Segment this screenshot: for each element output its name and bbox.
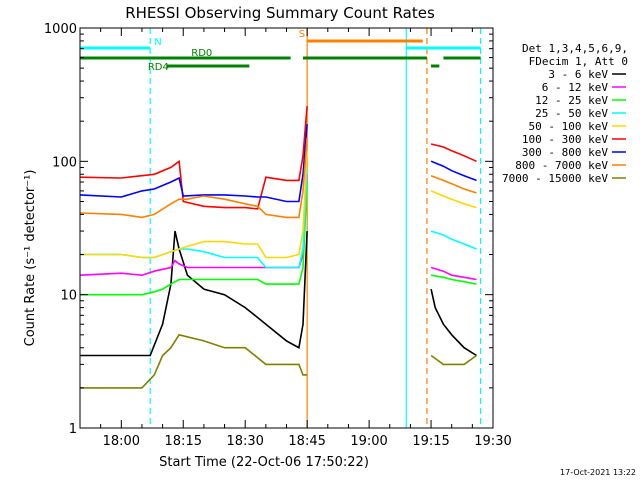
y-tick-label: 1 bbox=[69, 422, 77, 437]
series-lines bbox=[79, 105, 477, 389]
legend-entry-label: 7000 - 15000 keV bbox=[502, 172, 608, 185]
legend-entry-label: 6 - 12 keV bbox=[542, 81, 609, 94]
series-line bbox=[80, 181, 308, 296]
series-line bbox=[430, 230, 477, 250]
legend-entry-label: 100 - 300 keV bbox=[522, 133, 608, 146]
x-tick-label: 18:30 bbox=[226, 434, 263, 449]
legend: Det 1,3,4,5,6,9,FDecim 1, Att 03 - 6 keV… bbox=[502, 42, 628, 185]
y-tick-label: 100 bbox=[52, 155, 77, 170]
flag-label: S bbox=[299, 29, 305, 40]
series-line bbox=[80, 333, 308, 389]
flag-label: N bbox=[154, 37, 161, 48]
plot-area bbox=[149, 28, 482, 428]
legend-entry-label: 25 - 50 keV bbox=[535, 107, 608, 120]
series-line bbox=[80, 150, 308, 259]
series-line bbox=[430, 274, 477, 285]
series-line bbox=[80, 230, 308, 357]
axes: 1 10 100 1000 18:00 18:15 18:30 18:45 19:00 19:15… bbox=[44, 22, 512, 449]
x-tick-label: 18:00 bbox=[103, 434, 140, 449]
flag-label: RD4 bbox=[148, 62, 169, 73]
series-line bbox=[430, 266, 477, 281]
legend-entry-label: 50 - 100 keV bbox=[529, 120, 609, 133]
series-line bbox=[79, 137, 308, 219]
observing-flags: N RD0 RD4 S bbox=[80, 29, 481, 73]
series-line bbox=[430, 174, 477, 194]
series-line bbox=[430, 190, 477, 209]
legend-header: Det 1,3,4,5,6,9, bbox=[522, 42, 628, 55]
x-tick-label: 19:30 bbox=[474, 434, 511, 449]
legend-header: FDecim 1, Att 0 bbox=[529, 55, 628, 68]
legend-entry-label: 3 - 6 keV bbox=[548, 68, 608, 81]
y-axis-label: Count Rate (s⁻¹ detector⁻¹) bbox=[23, 170, 38, 347]
flag-label: RD0 bbox=[191, 48, 212, 59]
y-tick-label: 10 bbox=[60, 289, 77, 304]
x-tick-label: 18:15 bbox=[165, 434, 202, 449]
y-tick-label: 1000 bbox=[44, 22, 77, 37]
x-axis-label: Start Time (22-Oct-06 17:50:22) bbox=[159, 455, 369, 470]
legend-entry-label: 12 - 25 keV bbox=[535, 94, 608, 107]
series-line bbox=[430, 160, 477, 182]
series-line bbox=[79, 105, 308, 210]
legend-entry-label: 800 - 7000 keV bbox=[515, 159, 608, 172]
x-tick-label: 19:15 bbox=[412, 434, 449, 449]
x-tick-label: 18:45 bbox=[288, 434, 325, 449]
series-line bbox=[430, 288, 477, 357]
series-line bbox=[430, 354, 477, 366]
footer-stamp: 17-Oct-2021 13:22 bbox=[560, 468, 636, 477]
legend-entry-label: 300 - 800 keV bbox=[522, 146, 608, 159]
series-line bbox=[430, 143, 477, 163]
chart-title: RHESSI Observing Summary Count Rates bbox=[125, 4, 435, 22]
x-tick-label: 19:00 bbox=[350, 434, 387, 449]
series-line bbox=[79, 124, 308, 203]
